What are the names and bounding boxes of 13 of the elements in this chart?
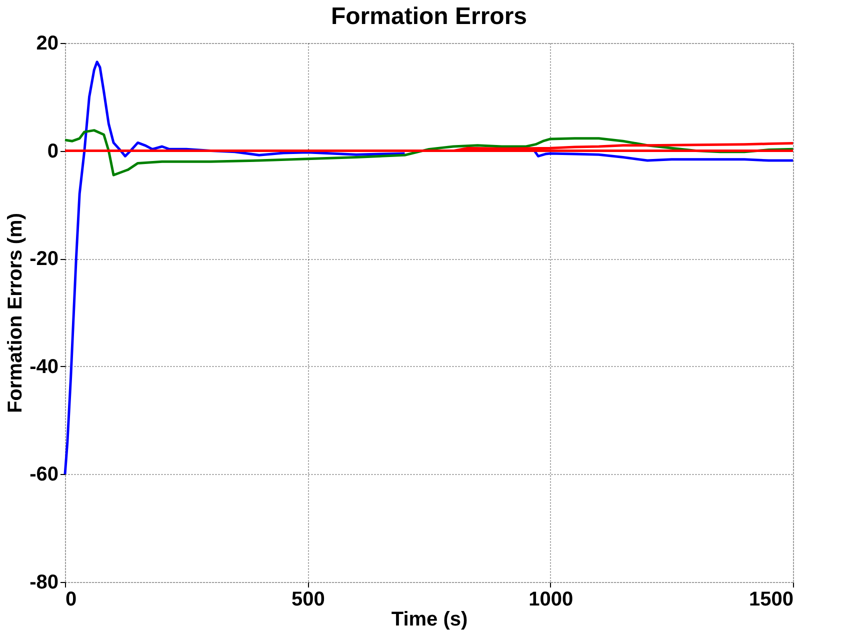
x-tick-label: 500 — [291, 588, 325, 610]
chart-title: Formation Errors — [330, 3, 528, 30]
y-tick-label: -80 — [30, 572, 58, 594]
x-tick-label: 0 — [66, 588, 77, 610]
y-tick-label: 20 — [36, 32, 58, 54]
x-tick-label: 1500 — [749, 588, 794, 610]
y-tick-label: -60 — [30, 464, 58, 486]
y-tick-label: 0 — [47, 140, 58, 162]
y-tick-label: -40 — [30, 356, 58, 378]
y-tick-label: -20 — [30, 248, 58, 270]
x-axis-title: Time (s) — [391, 608, 468, 630]
x-tick-label: 1000 — [528, 588, 574, 610]
y-axis-title: Formation Errors (m) — [4, 212, 27, 414]
